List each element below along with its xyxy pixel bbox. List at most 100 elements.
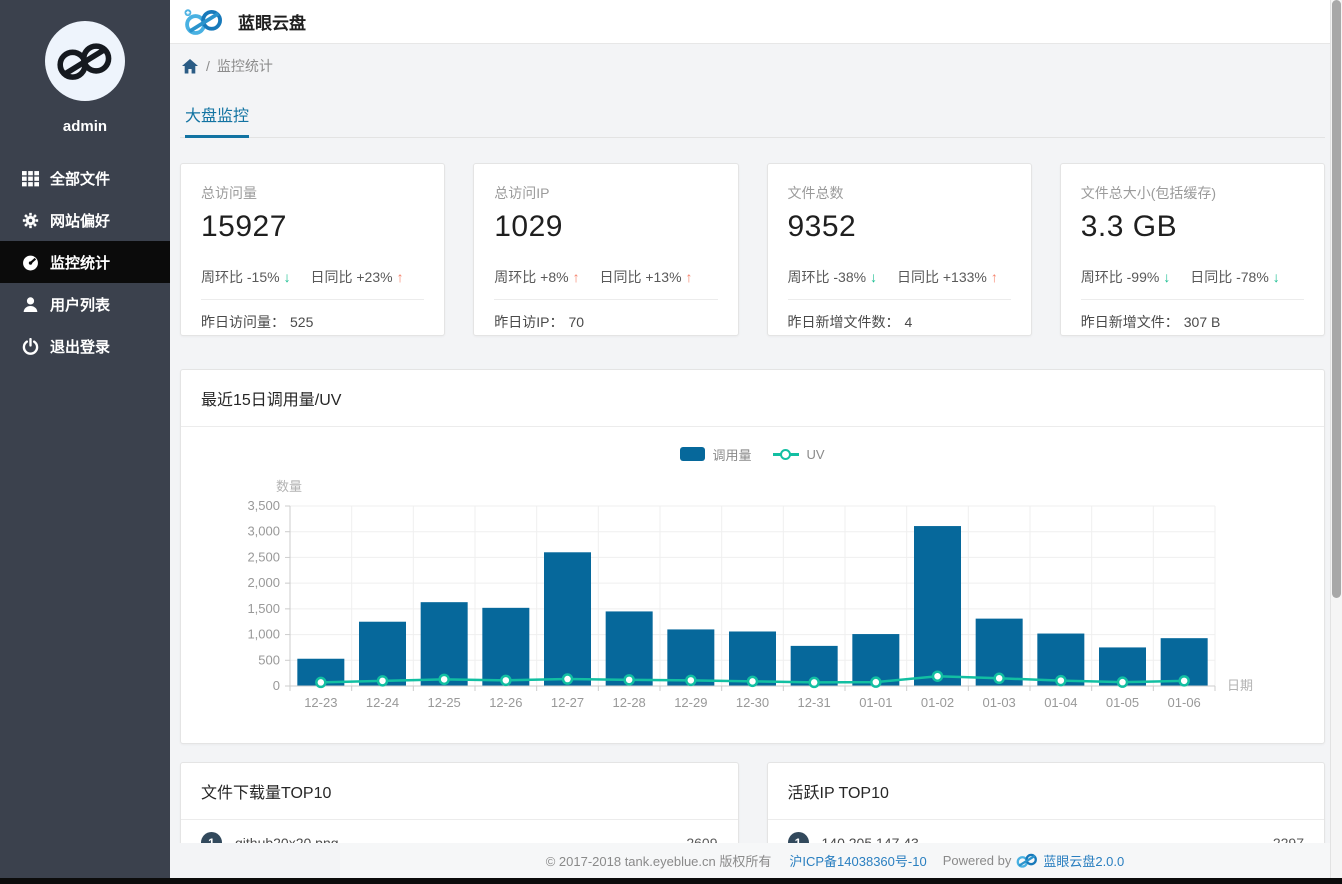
active-ips-title: 活跃IP TOP10 xyxy=(767,763,1324,820)
svg-text:01-04: 01-04 xyxy=(1044,695,1077,710)
svg-text:1,500: 1,500 xyxy=(247,601,280,616)
svg-text:12-23: 12-23 xyxy=(304,695,337,710)
scrollbar-track[interactable] xyxy=(1330,0,1342,878)
svg-text:01-05: 01-05 xyxy=(1106,695,1139,710)
breadcrumb: / 监控统计 xyxy=(180,56,1325,76)
svg-text:日期: 日期 xyxy=(1227,678,1253,693)
trend-arrow-icon: ↓ xyxy=(1163,269,1171,285)
legend-item-uv[interactable]: UV xyxy=(773,446,825,462)
day-trend: 日同比 +133% ↑ xyxy=(896,269,998,285)
tab-dashboard-monitor[interactable]: 大盘监控 xyxy=(185,102,250,138)
main-area: 蓝眼云盘 / 监控统计 大盘监控 总访问量 15927 周环比 -15% ↓ 日同… xyxy=(170,0,1342,884)
svg-text:01-03: 01-03 xyxy=(983,695,1016,710)
sidebar-item-label: 监控统计 xyxy=(50,254,111,272)
avatar xyxy=(45,21,125,101)
sidebar-menu: 全部文件 网站偏好 xyxy=(0,157,170,367)
svg-text:1,000: 1,000 xyxy=(247,627,280,642)
svg-text:数量: 数量 xyxy=(276,479,302,494)
trend-arrow-icon: ↑ xyxy=(990,269,998,285)
sidebar: admin 全部文件 xyxy=(0,0,170,884)
legend-item-calls[interactable]: 调用量 xyxy=(680,445,751,464)
sidebar-item-all-files[interactable]: 全部文件 xyxy=(0,157,170,199)
rank-badge: 1 xyxy=(201,832,222,843)
stat-footer: 昨日新增文件数： 4 xyxy=(787,314,913,330)
stat-label: 文件总数 xyxy=(787,185,844,201)
product-version-link[interactable]: 蓝眼云盘2.0.0 xyxy=(1043,854,1125,869)
footer: © 2017-2018 tank.eyeblue.cn 版权所有 沪ICP备14… xyxy=(340,843,1330,878)
week-trend: 周环比 +8% ↑ xyxy=(494,269,580,285)
week-trend: 周环比 -15% ↓ xyxy=(201,269,291,285)
stat-label: 总访问IP xyxy=(494,185,550,201)
stat-label: 总访问量 xyxy=(201,185,257,201)
day-trend: 日同比 -78% ↓ xyxy=(1190,269,1280,285)
stat-footer: 昨日新增文件： 307 B xyxy=(1080,314,1221,330)
svg-text:0: 0 xyxy=(273,678,280,693)
week-trend: 周环比 -99% ↓ xyxy=(1080,269,1171,285)
user-icon xyxy=(22,296,39,313)
stat-footer: 昨日访问量： 525 xyxy=(201,314,314,330)
sidebar-item-users[interactable]: 用户列表 xyxy=(0,283,170,325)
week-trend: 周环比 -38% ↓ xyxy=(787,269,878,285)
stat-card-total-files: 文件总数 9352 周环比 -38% ↓ 日同比 +133% ↑ 昨日新增文件数： 4 xyxy=(766,163,1032,336)
top-downloads-card: 文件下载量TOP10 1 github20x20.png 2609 xyxy=(180,762,739,843)
trend-arrow-icon: ↑ xyxy=(396,269,404,285)
power-icon xyxy=(22,337,39,355)
svg-text:12-31: 12-31 xyxy=(798,695,831,710)
home-icon[interactable] xyxy=(182,58,198,74)
app-title: 蓝眼云盘 xyxy=(238,14,306,33)
day-trend: 日同比 +23% ↑ xyxy=(310,269,404,285)
legend-label: UV xyxy=(806,446,825,462)
gear-icon xyxy=(22,212,39,229)
svg-text:12-26: 12-26 xyxy=(489,695,522,710)
footer-logo-icon xyxy=(1016,853,1038,868)
top-lists-row: 文件下载量TOP10 1 github20x20.png 2609 活跃IP T… xyxy=(180,762,1325,843)
svg-text:2,500: 2,500 xyxy=(247,549,280,564)
svg-text:12-29: 12-29 xyxy=(674,695,707,710)
content: / 监控统计 大盘监控 总访问量 15927 周环比 -15% ↓ 日同比 +23… xyxy=(170,44,1342,843)
sidebar-item-label: 退出登录 xyxy=(50,338,111,356)
stat-value: 15927 xyxy=(201,210,287,243)
list-item: 1 github20x20.png 2609 xyxy=(181,820,738,843)
trend-arrow-icon: ↓ xyxy=(1272,269,1280,285)
stat-card-total-visits: 总访问量 15927 周环比 -15% ↓ 日同比 +23% ↑ 昨日访问量： 525 xyxy=(180,163,446,336)
legend-line-swatch-icon xyxy=(773,448,800,460)
svg-text:01-02: 01-02 xyxy=(921,695,954,710)
breadcrumb-current: 监控统计 xyxy=(216,58,273,74)
uv-chart-card: 最近15日调用量/UV 调用量 UV 0 500 1,000 1,500 2,000 2,… xyxy=(180,369,1325,744)
stat-card-total-size: 文件总大小(包括缓存) 3.3 GB 周环比 -99% ↓ 日同比 -78% ↓ 昨… xyxy=(1059,163,1325,336)
eyeblue-logo-icon xyxy=(57,43,112,80)
stat-value: 9352 xyxy=(787,210,857,243)
stat-card-total-ips: 总访问IP 1029 周环比 +8% ↑ 日同比 +13% ↑ 昨日访IP： 70 xyxy=(473,163,739,336)
scrollbar-thumb[interactable] xyxy=(1332,0,1341,598)
ip-address: 140.205.147.43 xyxy=(821,834,919,844)
username: admin xyxy=(62,118,108,135)
tabs-row: 大盘监控 xyxy=(180,102,1325,138)
stat-footer: 昨日访IP： 70 xyxy=(494,314,585,330)
copyright: © 2017-2018 tank.eyeblue.cn 版权所有 xyxy=(545,854,772,869)
stat-cards-row: 总访问量 15927 周环比 -15% ↓ 日同比 +23% ↑ 昨日访问量： 525… xyxy=(180,163,1325,336)
trend-arrow-icon: ↓ xyxy=(870,269,878,285)
window-bottom-edge xyxy=(0,878,1342,884)
sidebar-item-logout[interactable]: 退出登录 xyxy=(0,325,170,367)
icp-link[interactable]: 沪ICP备14038360号-10 xyxy=(789,854,927,869)
file-name: github20x20.png xyxy=(235,834,339,844)
svg-text:500: 500 xyxy=(258,652,280,667)
uv-chart-canvas[interactable]: 0 500 1,000 1,500 2,000 2,500 3,000 3,500 12-23 1… xyxy=(181,471,1324,723)
list-item: 1 140.205.147.43 2297 xyxy=(768,820,1325,843)
svg-text:12-27: 12-27 xyxy=(551,695,584,710)
breadcrumb-separator: / xyxy=(206,58,210,74)
svg-text:12-24: 12-24 xyxy=(366,695,399,710)
sidebar-item-label: 用户列表 xyxy=(50,296,111,314)
stat-label: 文件总大小(包括缓存) xyxy=(1080,185,1217,201)
sidebar-item-preferences[interactable]: 网站偏好 xyxy=(0,199,170,241)
trend-arrow-icon: ↑ xyxy=(685,269,693,285)
svg-text:01-01: 01-01 xyxy=(859,695,892,710)
svg-text:3,000: 3,000 xyxy=(247,524,280,539)
legend-label: 调用量 xyxy=(712,447,752,463)
trend-arrow-icon: ↑ xyxy=(572,269,580,285)
svg-text:3,500: 3,500 xyxy=(247,498,280,513)
rank-badge: 1 xyxy=(787,832,809,843)
sidebar-item-label: 网站偏好 xyxy=(50,212,111,230)
active-ips-card: 活跃IP TOP10 1 140.205.147.43 2297 xyxy=(766,762,1325,843)
sidebar-item-monitoring[interactable]: 监控统计 xyxy=(0,241,170,283)
